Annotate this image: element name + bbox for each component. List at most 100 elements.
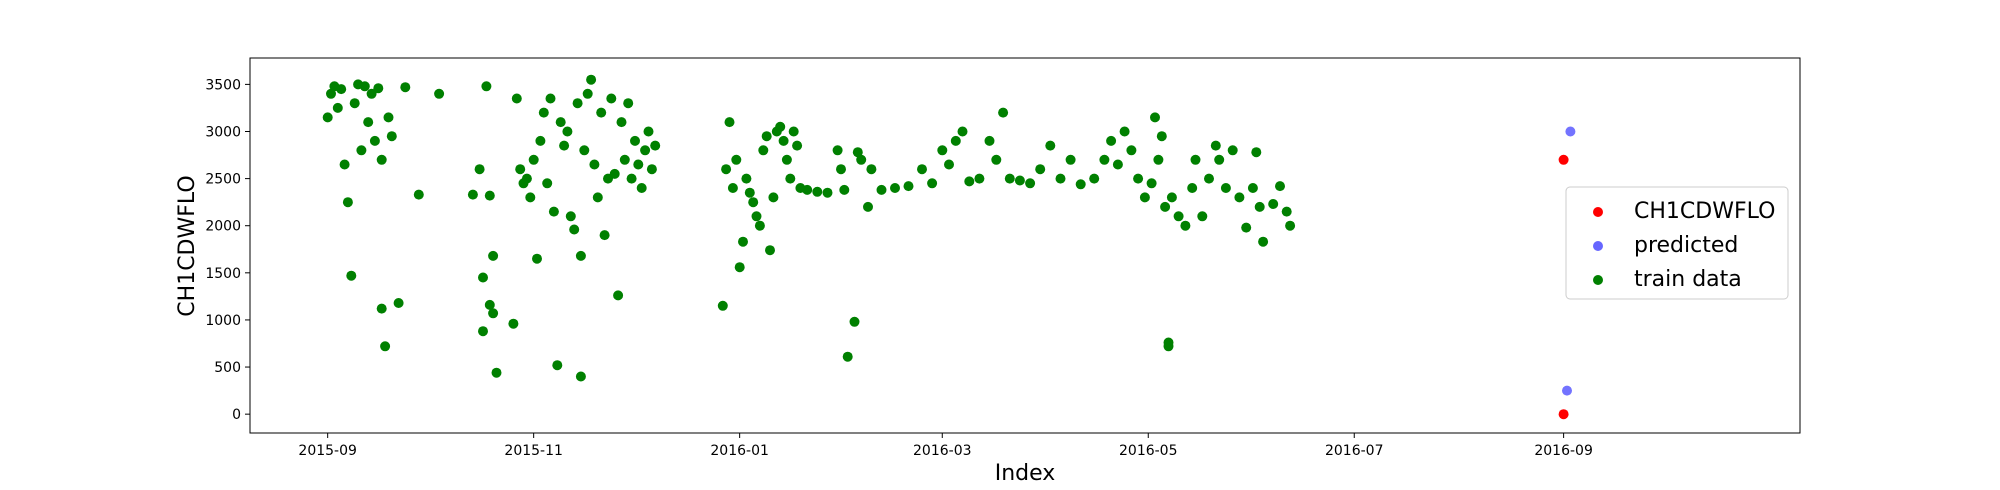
plot-points (322, 74, 1576, 420)
point-train-data (832, 145, 843, 156)
point-train-data (1187, 183, 1198, 193)
point-train-data (336, 84, 347, 95)
point-train-data (474, 164, 485, 175)
point-train-data (1089, 173, 1100, 184)
point-train-data (515, 164, 526, 175)
point-predicted (1565, 126, 1576, 137)
point-train-data (623, 98, 634, 109)
point-train-data (927, 178, 938, 189)
point-train-data (1014, 175, 1025, 186)
point-train-data (765, 245, 775, 256)
point-train-data (778, 135, 789, 146)
point-train-data (528, 154, 539, 165)
point-train-data (369, 135, 380, 146)
plot-frame (249, 57, 1801, 434)
point-train-data (1227, 145, 1238, 156)
point-train-data (376, 303, 387, 314)
point-train-data (1180, 220, 1191, 231)
point-train-data (1146, 178, 1157, 189)
point-train-data (400, 82, 411, 93)
point-train-data (1190, 154, 1201, 165)
x-tick-label: 2016-01 (710, 443, 769, 459)
point-ch1cdwflo (1558, 409, 1569, 420)
point-train-data (413, 189, 424, 200)
x-axis: 2015-09 2015-11 2016-01 2016-03 2016-05 2016-… (298, 433, 1593, 459)
point-train-data (484, 299, 495, 310)
point-train-data (332, 102, 343, 113)
point-predicted (1562, 385, 1572, 396)
point-train-data (917, 164, 927, 175)
point-train-data (984, 135, 995, 146)
point-train-data (1055, 173, 1066, 184)
point-train-data (937, 145, 948, 156)
point-train-data (586, 74, 597, 85)
point-train-data (626, 173, 637, 184)
y-tick-label: 2000 (205, 219, 241, 235)
point-train-data (775, 121, 786, 132)
point-train-data (393, 298, 404, 308)
legend-box (1565, 186, 1789, 300)
point-train-data (842, 351, 853, 362)
point-train-data (1214, 154, 1225, 165)
point-train-data (349, 98, 360, 109)
point-train-data (589, 159, 600, 170)
point-train-data (744, 187, 755, 198)
point-train-data (836, 164, 846, 175)
legend-label-ch1cdwflo: CH1CDWFLO (1634, 199, 1775, 224)
point-train-data (1173, 211, 1184, 222)
legend-label-predicted: predicted (1634, 233, 1738, 258)
point-train-data (613, 290, 624, 301)
point-train-data (521, 173, 532, 184)
point-train-data (998, 107, 1009, 118)
point-train-data (359, 81, 370, 92)
point-train-data (1166, 192, 1177, 203)
point-train-data (741, 173, 752, 184)
point-train-data (903, 181, 914, 192)
point-train-data (535, 135, 546, 146)
point-train-data (974, 173, 985, 184)
point-train-data (538, 107, 549, 118)
point-train-data (478, 272, 488, 283)
point-train-data (1035, 164, 1046, 175)
point-train-data (592, 192, 603, 203)
point-train-data (569, 224, 580, 235)
point-train-data (1197, 211, 1208, 222)
point-train-data (1285, 220, 1296, 231)
y-axis-label: CH1CDWFLO (175, 175, 200, 316)
point-train-data (991, 154, 1002, 165)
point-train-data (636, 183, 647, 193)
point-train-data (575, 250, 586, 261)
x-tick-label: 2016-05 (1119, 443, 1178, 459)
point-train-data (866, 164, 877, 175)
point-train-data (609, 168, 620, 179)
point-train-data (802, 184, 813, 195)
point-train-data (525, 192, 536, 203)
point-train-data (724, 117, 735, 128)
point-train-data (383, 112, 394, 123)
legend-label-train-data: train data (1634, 267, 1742, 292)
point-train-data (1156, 131, 1167, 142)
point-train-data (812, 186, 823, 197)
point-train-data (1153, 154, 1164, 165)
point-ch1cdwflo (1558, 154, 1569, 165)
point-train-data (373, 83, 384, 94)
x-tick-label: 2016-03 (913, 443, 972, 459)
legend: CH1CDWFLO predicted train data (1565, 186, 1789, 300)
point-train-data (792, 140, 803, 151)
point-train-data (596, 107, 607, 118)
point-train-data (484, 190, 495, 201)
point-train-data (646, 164, 657, 175)
point-train-data (1126, 145, 1137, 156)
point-train-data (630, 135, 640, 146)
point-train-data (488, 250, 499, 261)
point-train-data (346, 270, 357, 281)
x-tick-label: 2016-09 (1534, 443, 1593, 459)
point-train-data (640, 145, 651, 156)
point-train-data (1247, 183, 1258, 193)
point-train-data (633, 159, 644, 170)
x-tick-label: 2016-07 (1325, 443, 1384, 459)
point-train-data (1258, 236, 1269, 247)
point-train-data (1119, 126, 1130, 137)
point-train-data (1251, 147, 1262, 158)
